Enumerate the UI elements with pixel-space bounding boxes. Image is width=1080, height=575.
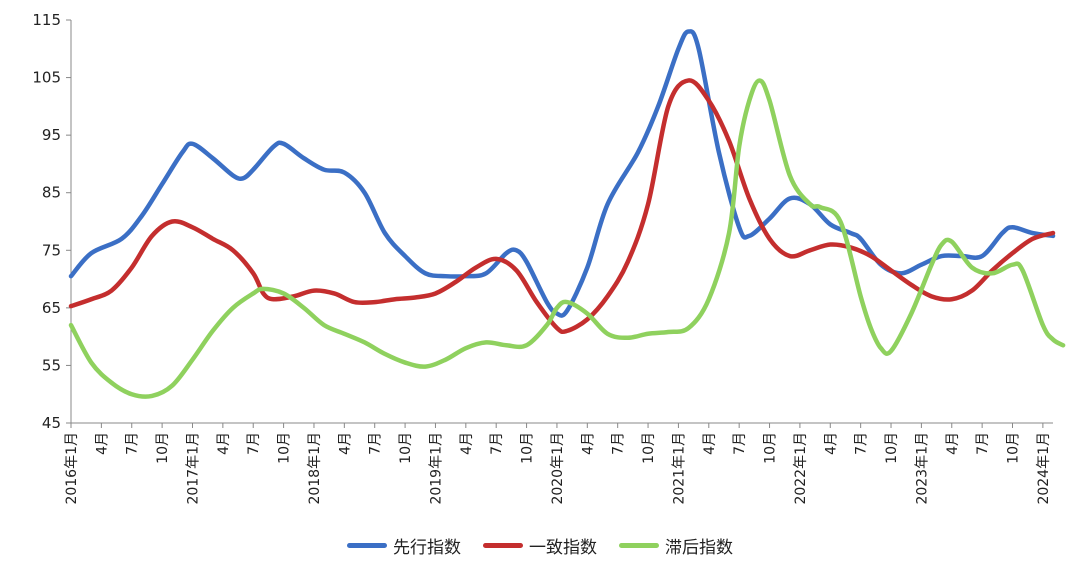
legend-item: 滞后指数 xyxy=(619,533,733,558)
x-tick-label: 2016年1月 xyxy=(64,432,80,505)
x-tick-label: 2018年1月 xyxy=(307,432,323,505)
legend-swatch xyxy=(619,542,659,548)
legend-item: 一致指数 xyxy=(483,533,597,558)
x-tick-label: 7月 xyxy=(246,432,262,455)
x-tick-label: 2020年1月 xyxy=(550,432,566,505)
x-tick-label: 4月 xyxy=(823,432,839,455)
x-tick-label: 10月 xyxy=(884,432,900,464)
legend-label: 滞后指数 xyxy=(665,537,733,558)
x-tick-label: 10月 xyxy=(763,432,779,464)
x-tick-label: 2017年1月 xyxy=(185,432,201,505)
x-tick-label: 4月 xyxy=(94,432,110,455)
x-tick-label: 7月 xyxy=(854,432,870,455)
x-tick-label: 4月 xyxy=(216,432,232,455)
series-line-1 xyxy=(68,29,1056,318)
x-tick-label: 10月 xyxy=(398,432,414,464)
x-tick-label: 4月 xyxy=(580,432,596,455)
x-tick-label: 10月 xyxy=(641,432,657,464)
x-tick-label: 7月 xyxy=(368,432,384,455)
y-tick-label: 55 xyxy=(42,356,61,374)
x-tick-label: 4月 xyxy=(337,432,353,455)
x-tick-label: 4月 xyxy=(945,432,961,455)
y-tick-label: 115 xyxy=(32,11,61,29)
y-tick-label: 105 xyxy=(32,69,61,87)
series-line-3 xyxy=(68,78,1066,399)
y-tick-label: 65 xyxy=(42,299,61,317)
x-tick-label: 7月 xyxy=(975,432,991,455)
legend-item: 先行指数 xyxy=(347,533,461,558)
x-tick-label: 7月 xyxy=(125,432,141,455)
legend-label: 一致指数 xyxy=(529,537,597,558)
legend-label: 先行指数 xyxy=(393,537,461,558)
x-tick-label: 7月 xyxy=(732,432,748,455)
x-tick-label: 10月 xyxy=(1006,432,1022,464)
legend: 先行指数 一致指数 滞后指数 xyxy=(0,530,1080,560)
axes: 45 55 65 75 85 95 105 115 2016年1月 4月 7月 10月 2017年1月 4… xyxy=(32,11,1053,505)
x-tick-label: 7月 xyxy=(489,432,505,455)
x-tick-label: 2022年1月 xyxy=(793,432,809,505)
x-tick-label: 2023年1月 xyxy=(914,432,930,505)
x-tick-label: 10月 xyxy=(520,432,536,464)
y-tick-label: 95 xyxy=(42,126,61,144)
y-tick-label: 45 xyxy=(42,414,61,432)
x-tick-label: 10月 xyxy=(155,432,171,464)
x-tick-label: 7月 xyxy=(611,432,627,455)
x-tick-label: 4月 xyxy=(702,432,718,455)
y-tick-label: 75 xyxy=(42,241,61,259)
legend-swatch xyxy=(483,542,523,548)
series-line-2 xyxy=(68,78,1056,335)
series-layer xyxy=(68,29,1066,399)
x-tick-label: 2019年1月 xyxy=(428,432,444,505)
legend-swatch xyxy=(347,542,387,548)
x-tick-label: 2021年1月 xyxy=(671,432,687,505)
x-tick-label: 10月 xyxy=(277,432,293,464)
x-tick-label: 4月 xyxy=(459,432,475,455)
x-tick-label: 2024年1月 xyxy=(1036,432,1052,505)
y-tick-label: 85 xyxy=(42,184,61,202)
